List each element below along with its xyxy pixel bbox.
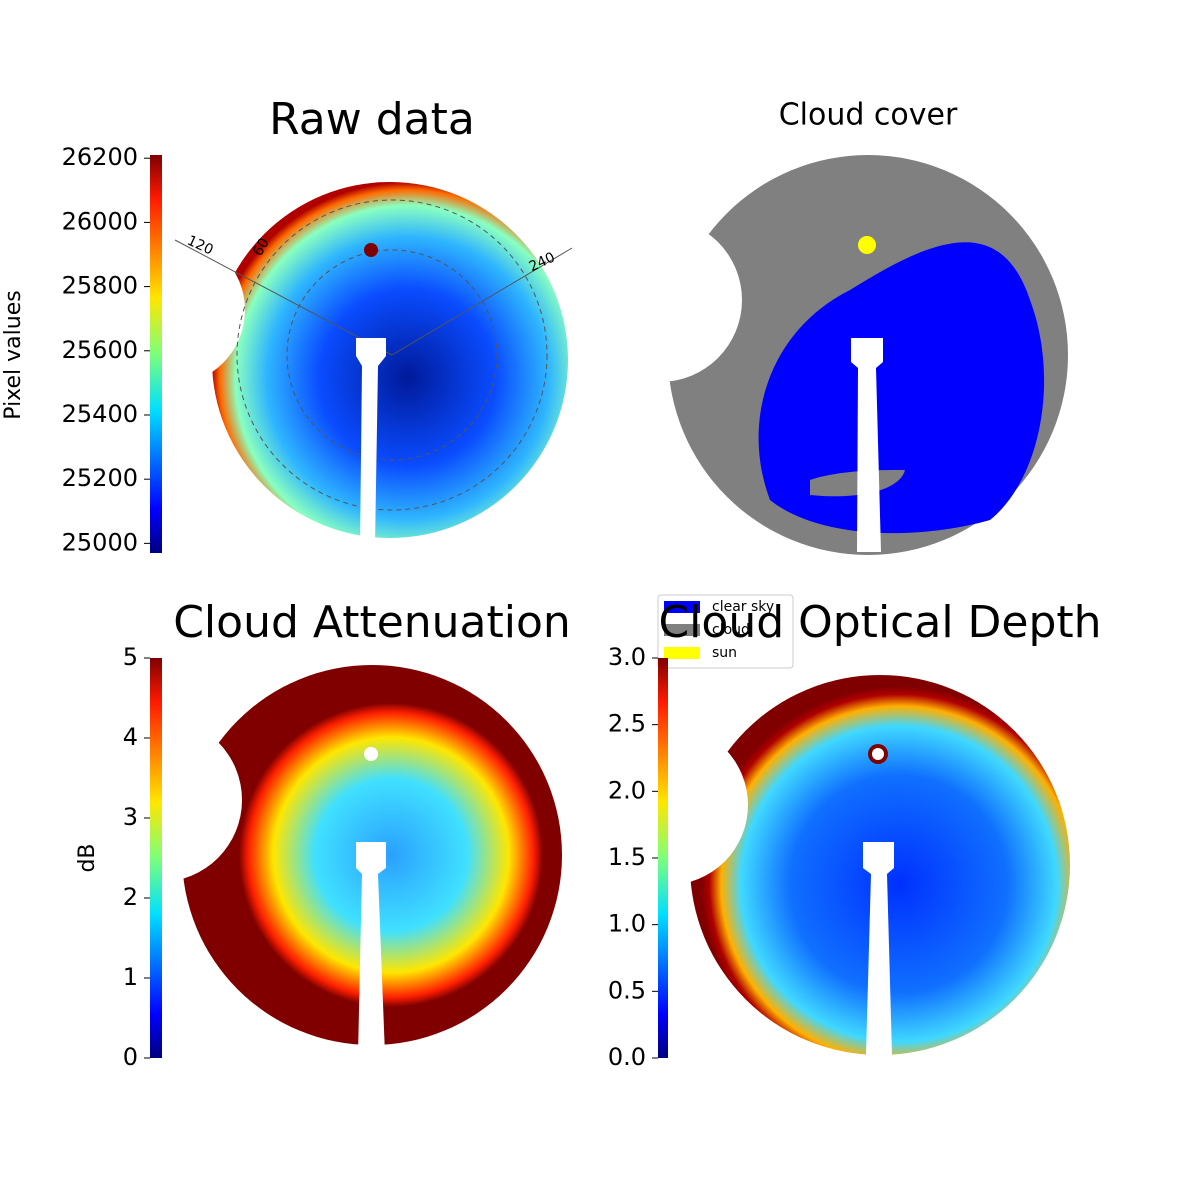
colorbar-tick-label: 2	[123, 883, 138, 911]
colorbar-tick-label: 3.0	[608, 643, 646, 671]
legend-swatch	[664, 647, 700, 659]
colorbar-tick-label: 0	[123, 1043, 138, 1071]
colorbar-tick-label: 0.5	[608, 976, 646, 1004]
colorbar-tick-label: 5	[123, 643, 138, 671]
colorbar-tick-label: 4	[123, 723, 138, 751]
colorbar-tick-label: 25800	[62, 272, 138, 300]
colorbar	[150, 658, 162, 1058]
colorbar-label: Pixel values	[1, 290, 26, 419]
legend-swatch	[664, 601, 700, 613]
raw-image	[95, 182, 573, 545]
colorbar-tick-label: 3	[123, 803, 138, 831]
legend-label: sun	[712, 645, 737, 661]
colorbar-label: dB	[75, 843, 100, 872]
panel-title: Cloud Attenuation	[173, 597, 571, 648]
panel-title: Cloud Optical Depth	[658, 597, 1101, 648]
panel-title: Cloud cover	[779, 98, 958, 133]
colorbar-tick-label: 1.5	[608, 843, 646, 871]
colorbar-tick-label: 25600	[62, 336, 138, 364]
cloud-cover-image	[578, 155, 1068, 555]
colorbar	[150, 155, 162, 553]
colorbar-tick-label: 1.0	[608, 910, 646, 938]
colorbar-tick-label: 25000	[62, 528, 138, 556]
colorbar-tick-label: 26200	[62, 143, 138, 171]
colorbar-tick-label: 0.0	[608, 1043, 646, 1071]
legend-swatch	[664, 624, 700, 636]
attenuation-image	[78, 665, 562, 1055]
colorbar-tick-label: 26000	[62, 207, 138, 235]
colorbar-tick-label: 25200	[62, 464, 138, 492]
polar-annotation: 60	[250, 236, 273, 259]
colorbar-tick-label: 2.0	[608, 776, 646, 804]
panel-title: Raw data	[269, 94, 475, 145]
legend-label: cloud	[712, 622, 750, 638]
colorbar-tick-label: 2.5	[608, 710, 646, 738]
colorbar-tick-label: 25400	[62, 400, 138, 428]
optical-depth-image	[588, 675, 1070, 1055]
colorbar-tick-label: 1	[123, 963, 138, 991]
legend-label: clear sky	[712, 599, 774, 615]
colorbar	[658, 658, 668, 1058]
